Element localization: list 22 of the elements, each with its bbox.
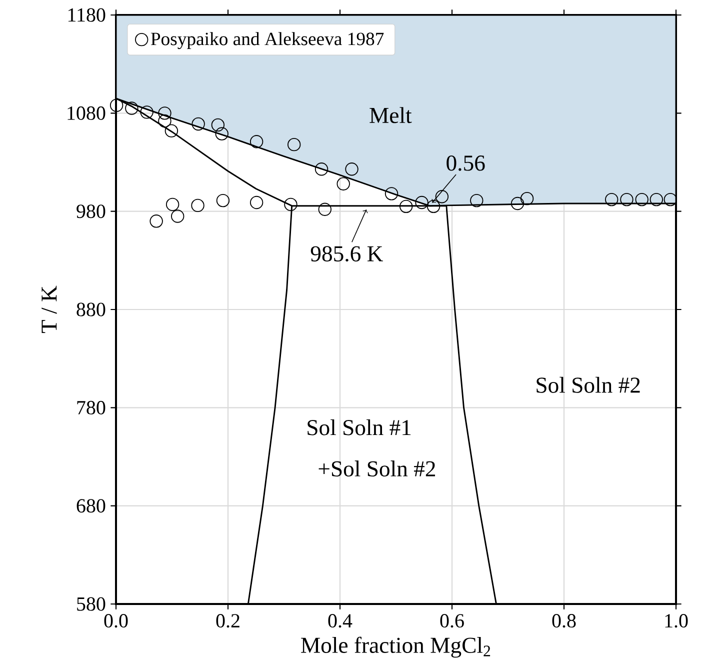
y-tick-label: 780 [77, 400, 106, 414]
annotation: Melt [370, 107, 412, 124]
y-tick-label: 1080 [68, 106, 106, 120]
annotation: 0.56 [446, 155, 485, 171]
y-tick-label: 580 [77, 597, 106, 611]
annotation: Sol Soln #1 [308, 419, 411, 436]
annotation: +Sol Soln #2 [318, 460, 436, 477]
x-tick-label: 0.4 [328, 614, 352, 628]
y-axis-title: T / K [42, 286, 57, 334]
annotation: Sol Soln #2 [536, 376, 640, 393]
legend-label: Posypaiko and Alekseeva 1987 [150, 32, 384, 50]
x-tick-label: 1.0 [665, 614, 688, 628]
y-tick-label: 1180 [68, 8, 106, 22]
annotation: 985.6 K [310, 246, 383, 262]
x-tick-label: 0.8 [552, 614, 576, 628]
y-tick-label: 880 [76, 302, 106, 316]
x-tick-label: 0.0 [104, 614, 128, 628]
x-tick-label: 0.2 [216, 614, 240, 628]
x-axis-title: Mole fraction MgCl$_{2}$ [301, 636, 490, 658]
y-tick-label: 980 [76, 204, 106, 218]
y-tick-label: 680 [76, 499, 106, 513]
x-tick-label: 0.6 [440, 614, 464, 628]
